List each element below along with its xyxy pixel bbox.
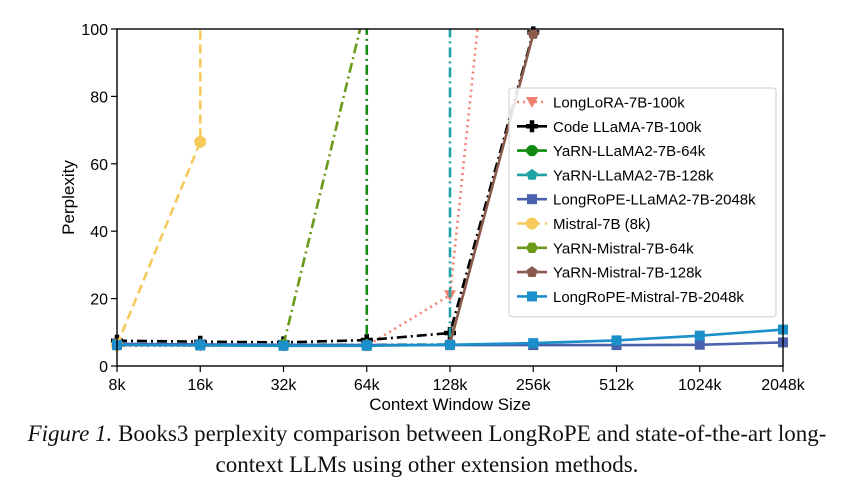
x-tick-label: 128k [433,377,469,394]
x-tick-label: 8k [109,377,127,394]
y-tick-label: 20 [90,292,108,309]
legend-entry: YaRN-LLaMA2-7B-128k [517,167,714,184]
series-path [282,28,362,346]
legend-entry: Mistral-7B (8k) [517,216,651,233]
legend-entry: YaRN-Mistral-7B-64k [517,240,694,257]
data-point [526,242,538,253]
data-point [526,145,538,157]
data-point [361,340,372,351]
legend-label: YaRN-Mistral-7B-64k [553,240,694,257]
y-tick-label: 40 [90,224,108,241]
series-line [111,29,373,351]
data-point [527,291,537,302]
series-path [117,28,479,348]
legend-entry: LongRoPE-Mistral-7B-2048k [517,289,744,306]
legend-entry: Code LLaMA-7B-100k [517,119,702,136]
data-point [526,217,538,230]
data-point [694,330,705,341]
data-point [528,338,539,349]
x-tick-label: 1024k [678,377,723,394]
series-line [111,26,540,349]
x-tick-label: 512k [599,377,635,394]
caption-text: Books3 perplexity comparison between Lon… [118,421,827,477]
legend-box [508,87,777,318]
data-point [694,339,705,350]
y-tick-label: 80 [90,89,108,106]
data-point [526,266,538,277]
figure-caption: Figure 1. Books3 perplexity comparison b… [0,418,854,480]
series-line [111,29,207,352]
series-line [111,29,456,350]
legend-label: LongRoPE-Mistral-7B-2048k [553,289,744,306]
series-path [448,33,535,345]
x-tick-label: 2048k [761,377,806,394]
series-path [116,32,535,344]
x-tick-label: 256k [516,377,552,394]
legend-entry: YaRN-LLaMA2-7B-64k [517,143,706,160]
series-line [277,28,362,350]
data-point [527,194,537,205]
legend-label: LongLoRA-7B-100k [553,95,685,112]
data-point [194,135,207,148]
x-tick-label: 32k [271,377,298,394]
legend-entry: LongRoPE-LLaMA2-7B-2048k [517,192,756,209]
y-axis-label: Perplexity [59,160,78,235]
series-path [115,29,202,346]
legend-entry: YaRN-Mistral-7B-128k [517,265,702,282]
legend-label: Mistral-7B (8k) [553,216,651,233]
series-path [116,29,452,347]
y-tick-label: 60 [90,157,108,174]
data-point [195,340,206,351]
legend-label: YaRN-LLaMA2-7B-64k [553,143,706,160]
data-point [611,335,622,346]
legend-label: LongRoPE-LLaMA2-7B-2048k [553,192,756,209]
data-point [278,340,289,351]
x-tick-label: 16k [187,377,214,394]
series-path [116,29,369,347]
y-tick-label: 100 [81,22,108,39]
series-layer [111,26,788,352]
data-point [526,168,538,180]
data-point [527,28,539,39]
legend-entry: LongLoRA-7B-100k [517,95,685,112]
axes: 8k 16k 32k 64k 128k 256k 512k 1024k 2048k 0 20 40 60… [81,22,806,394]
data-point [526,120,538,133]
figure-number: Figure 1. [27,421,113,446]
perplexity-chart: 8k 16k 32k 64k 128k 256k 512k 1024k 2048k 0 20 40 60… [59,22,806,414]
y-tick-label: 0 [99,359,108,376]
legend-label: YaRN-Mistral-7B-128k [553,265,702,282]
legend-label: YaRN-LLaMA2-7B-128k [553,167,714,184]
x-axis-label: Context Window Size [369,395,531,414]
data-point [445,339,455,350]
data-point [526,97,538,108]
legend-label: Code LLaMA-7B-100k [553,119,702,136]
legend: LongLoRA-7B-100k Code LLaMA-7B-100k YaRN-L… [508,87,777,318]
x-tick-label: 64k [354,377,381,394]
